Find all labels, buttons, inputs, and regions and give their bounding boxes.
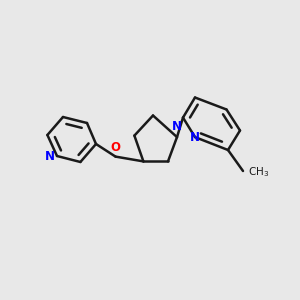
Text: N: N [190, 130, 200, 144]
Text: CH$_3$: CH$_3$ [248, 166, 270, 179]
Text: N: N [172, 121, 182, 134]
Text: O: O [110, 141, 121, 154]
Text: N: N [45, 149, 55, 163]
